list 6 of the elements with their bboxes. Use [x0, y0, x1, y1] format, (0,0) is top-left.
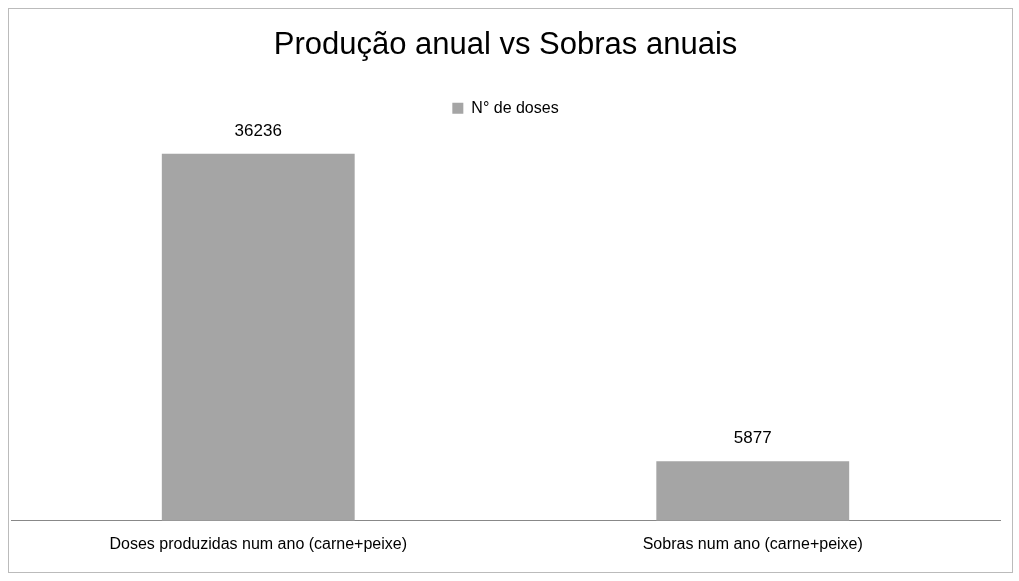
data-label: 36236 — [234, 120, 282, 140]
x-tick-label: Sobras num ano (carne+peixe) — [642, 534, 863, 552]
legend-label: N° de doses — [471, 98, 559, 116]
data-label: 5877 — [733, 428, 772, 448]
chart-title: Produção anual vs Sobras anuais — [273, 26, 738, 62]
x-tick-label: Doses produzidas num ano (carne+peixe) — [109, 534, 407, 552]
